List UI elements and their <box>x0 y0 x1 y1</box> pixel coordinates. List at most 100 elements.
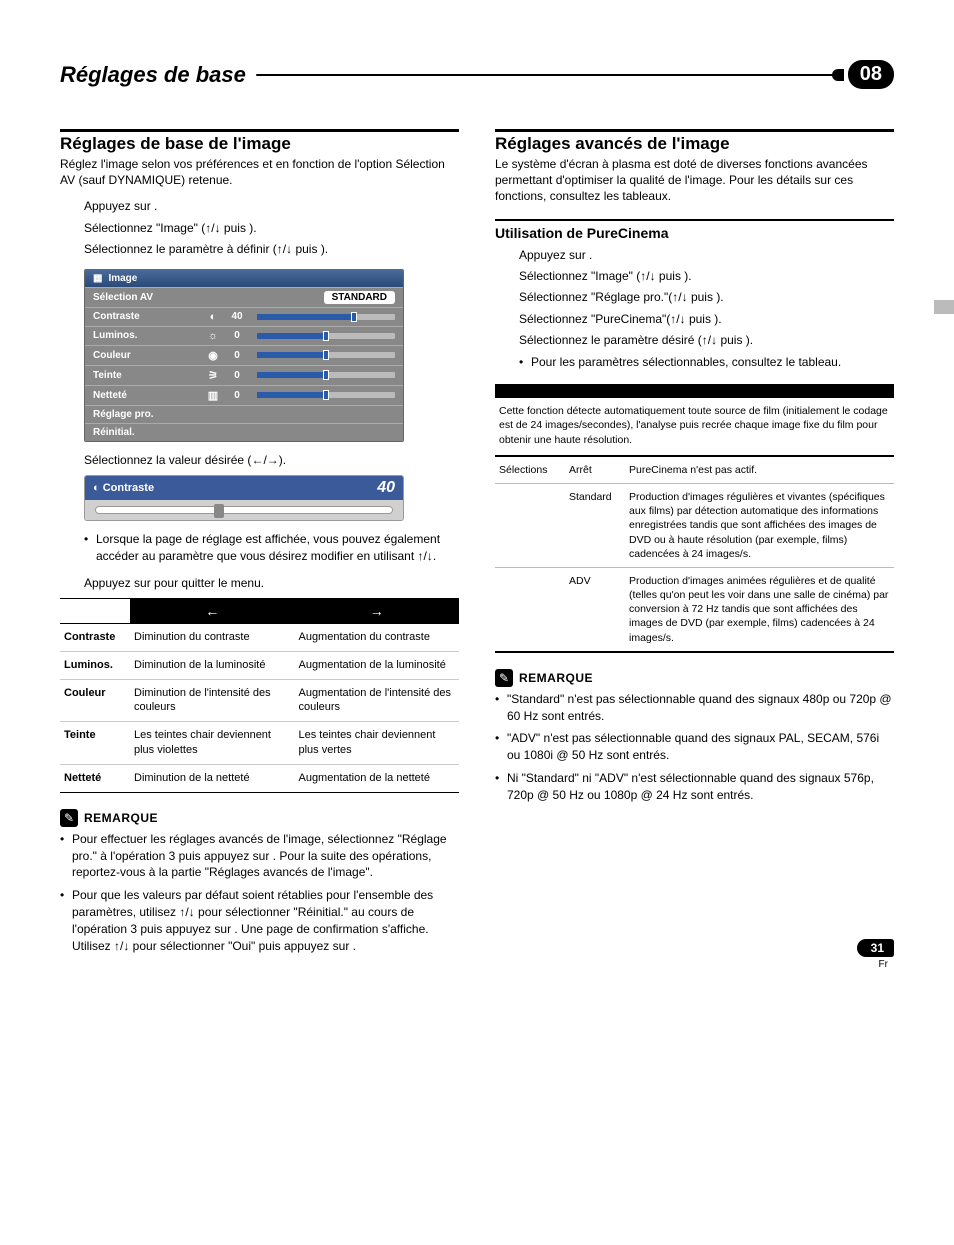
step-text: Appuyez sur <box>84 576 154 590</box>
osd-contrast-slider: ◐ Contraste 40 <box>84 475 404 521</box>
pc-option: Standard <box>565 484 625 568</box>
pc-col-label <box>495 484 565 568</box>
osd-row-label: Contraste <box>93 311 203 322</box>
table-row: TeinteLes teintes chair deviennent plus … <box>60 722 459 765</box>
arrows-icon: ↑/↓ <box>418 549 433 563</box>
table-row: NettetéDiminution de la nettetéAugmentat… <box>60 764 459 792</box>
osd-image-menu: ▦ImageSélection AVSTANDARDContraste◐40Lu… <box>84 269 404 442</box>
param-name: Couleur <box>60 679 130 722</box>
osd-row: Réinitial. <box>85 423 403 441</box>
arrows-icon: ←/→ <box>251 453 278 467</box>
osd-param-value: 0 <box>223 390 251 401</box>
param-name: Contraste <box>60 623 130 651</box>
pc-description: PureCinema n'est pas actif. <box>625 457 894 484</box>
osd-slider <box>257 372 395 378</box>
table-row: StandardProduction d'images régulières e… <box>495 484 894 568</box>
step-text: ). <box>746 333 753 347</box>
step-text: Sélectionnez "Image" ( <box>519 269 640 283</box>
step-5: Sélectionnez le paramètre désiré (↑/↓ pu… <box>495 332 894 349</box>
osd-slider <box>257 352 395 358</box>
arrows-icon: ↑/↓ <box>640 269 655 283</box>
step-text: Sélectionnez "Image" ( <box>84 221 205 235</box>
page-language: Fr <box>857 959 894 970</box>
pc-description: Production d'images régulières et vivant… <box>625 484 894 568</box>
osd-row-label: Luminos. <box>93 330 203 341</box>
step-text: Appuyez sur <box>519 248 589 262</box>
table-row: SélectionsArrêtPureCinema n'est pas acti… <box>495 457 894 484</box>
step-text: . <box>589 248 592 262</box>
remarque-label: REMARQUE <box>84 811 158 825</box>
page-footer: 31 Fr <box>857 939 894 970</box>
contrast-label: Contraste <box>103 482 154 494</box>
step-text: puis <box>717 333 746 347</box>
pc-description: Production d'images animées régulières e… <box>625 567 894 651</box>
osd-row-label: Netteté <box>93 390 203 401</box>
step-3: Sélectionnez "Réglage pro."(↑/↓ puis ). <box>495 289 894 306</box>
osd-row: Sélection AVSTANDARD <box>85 287 403 307</box>
increase-desc: Augmentation de la netteté <box>294 764 459 792</box>
purecinema-description: Cette fonction détecte automatiquement t… <box>495 398 894 457</box>
step-text: Sélectionnez le paramètre désiré ( <box>519 333 702 347</box>
arrows-icon: ↑/↓ <box>205 221 220 235</box>
note-icon: ✎ <box>60 809 78 827</box>
step-1: Appuyez sur . <box>60 198 459 215</box>
right-heading: Réglages avancés de l'image <box>495 134 894 154</box>
step-text: puis <box>686 312 715 326</box>
param-name: Luminos. <box>60 651 130 679</box>
chapter-rule <box>256 74 838 76</box>
section-rule <box>60 129 459 132</box>
arrows-icon: ↑/↓ <box>670 312 685 326</box>
left-notes-list: Pour effectuer les réglages avancés de l… <box>60 831 459 955</box>
osd-param-icon: ◉ <box>203 349 223 362</box>
osd-row-label: Réglage pro. <box>93 409 203 420</box>
side-tab <box>934 300 954 314</box>
pc-col-label: Sélections <box>495 457 565 484</box>
arrows-icon: ↑/↓ <box>277 242 292 256</box>
section-rule <box>495 129 894 132</box>
step-text: ). <box>716 290 723 304</box>
decrease-desc: Les teintes chair deviennent plus violet… <box>130 722 294 765</box>
step-text: Sélectionnez "PureCinema"( <box>519 312 670 326</box>
osd-row: Teinte⚞0 <box>85 365 403 385</box>
osd-slider <box>257 333 395 339</box>
table-row: Luminos.Diminution de la luminositéAugme… <box>60 651 459 679</box>
osd-param-icon: ☼ <box>203 330 223 342</box>
osd-row-label: Couleur <box>93 350 203 361</box>
step-text: ). <box>714 312 721 326</box>
osd-param-value: 0 <box>223 370 251 381</box>
remarque-heading: ✎ REMARQUE <box>495 669 894 687</box>
osd-param-icon: ▥ <box>203 389 223 402</box>
page-number-badge: 31 <box>857 939 894 957</box>
osd-row: Luminos.☼0 <box>85 326 403 345</box>
left-column: Réglages de base de l'image Réglez l'ima… <box>60 129 459 960</box>
osd-row: Netteté▥0 <box>85 385 403 405</box>
decrease-desc: Diminution de la netteté <box>130 764 294 792</box>
arrow-left-icon: ← <box>130 598 294 623</box>
step-5: Appuyez sur pour quitter le menu. <box>60 575 459 592</box>
right-sub-bullet: Pour les paramètres sélectionnables, con… <box>495 354 894 371</box>
left-sub-bullets: Lorsque la page de réglage est affichée,… <box>60 531 459 565</box>
left-steps-2: Sélectionnez la valeur désirée (←/→). <box>60 452 459 469</box>
osd-slider <box>257 392 395 398</box>
osd-row: Couleur◉0 <box>85 345 403 365</box>
contrast-icon: ◐ <box>93 482 100 494</box>
purecinema-table: SélectionsArrêtPureCinema n'est pas acti… <box>495 457 894 653</box>
osd-pill: STANDARD <box>324 291 395 304</box>
step-2: Sélectionnez "Image" (↑/↓ puis ). <box>495 268 894 285</box>
step-1: Appuyez sur . <box>495 247 894 264</box>
step-text: Appuyez sur <box>84 199 154 213</box>
increase-desc: Augmentation de la luminosité <box>294 651 459 679</box>
step-text: puis <box>221 221 250 235</box>
osd-param-icon: ◐ <box>203 311 223 323</box>
osd-row: Réglage pro. <box>85 405 403 423</box>
note-item: Pour que les valeurs par défaut soient r… <box>60 887 459 954</box>
bullet-text: Lorsque la page de réglage est affichée,… <box>96 532 440 563</box>
step-2: Sélectionnez "Image" (↑/↓ puis ). <box>60 220 459 237</box>
bullet-item: Pour les paramètres sélectionnables, con… <box>519 354 894 371</box>
arrows-icon: ↑/↓ <box>672 290 687 304</box>
decrease-desc: Diminution de l'intensité des couleurs <box>130 679 294 722</box>
right-steps: Appuyez sur . Sélectionnez "Image" (↑/↓ … <box>495 247 894 350</box>
step-text: Sélectionnez "Réglage pro."( <box>519 290 672 304</box>
remarque-heading: ✎ REMARQUE <box>60 809 459 827</box>
osd-param-value: 0 <box>223 330 251 341</box>
